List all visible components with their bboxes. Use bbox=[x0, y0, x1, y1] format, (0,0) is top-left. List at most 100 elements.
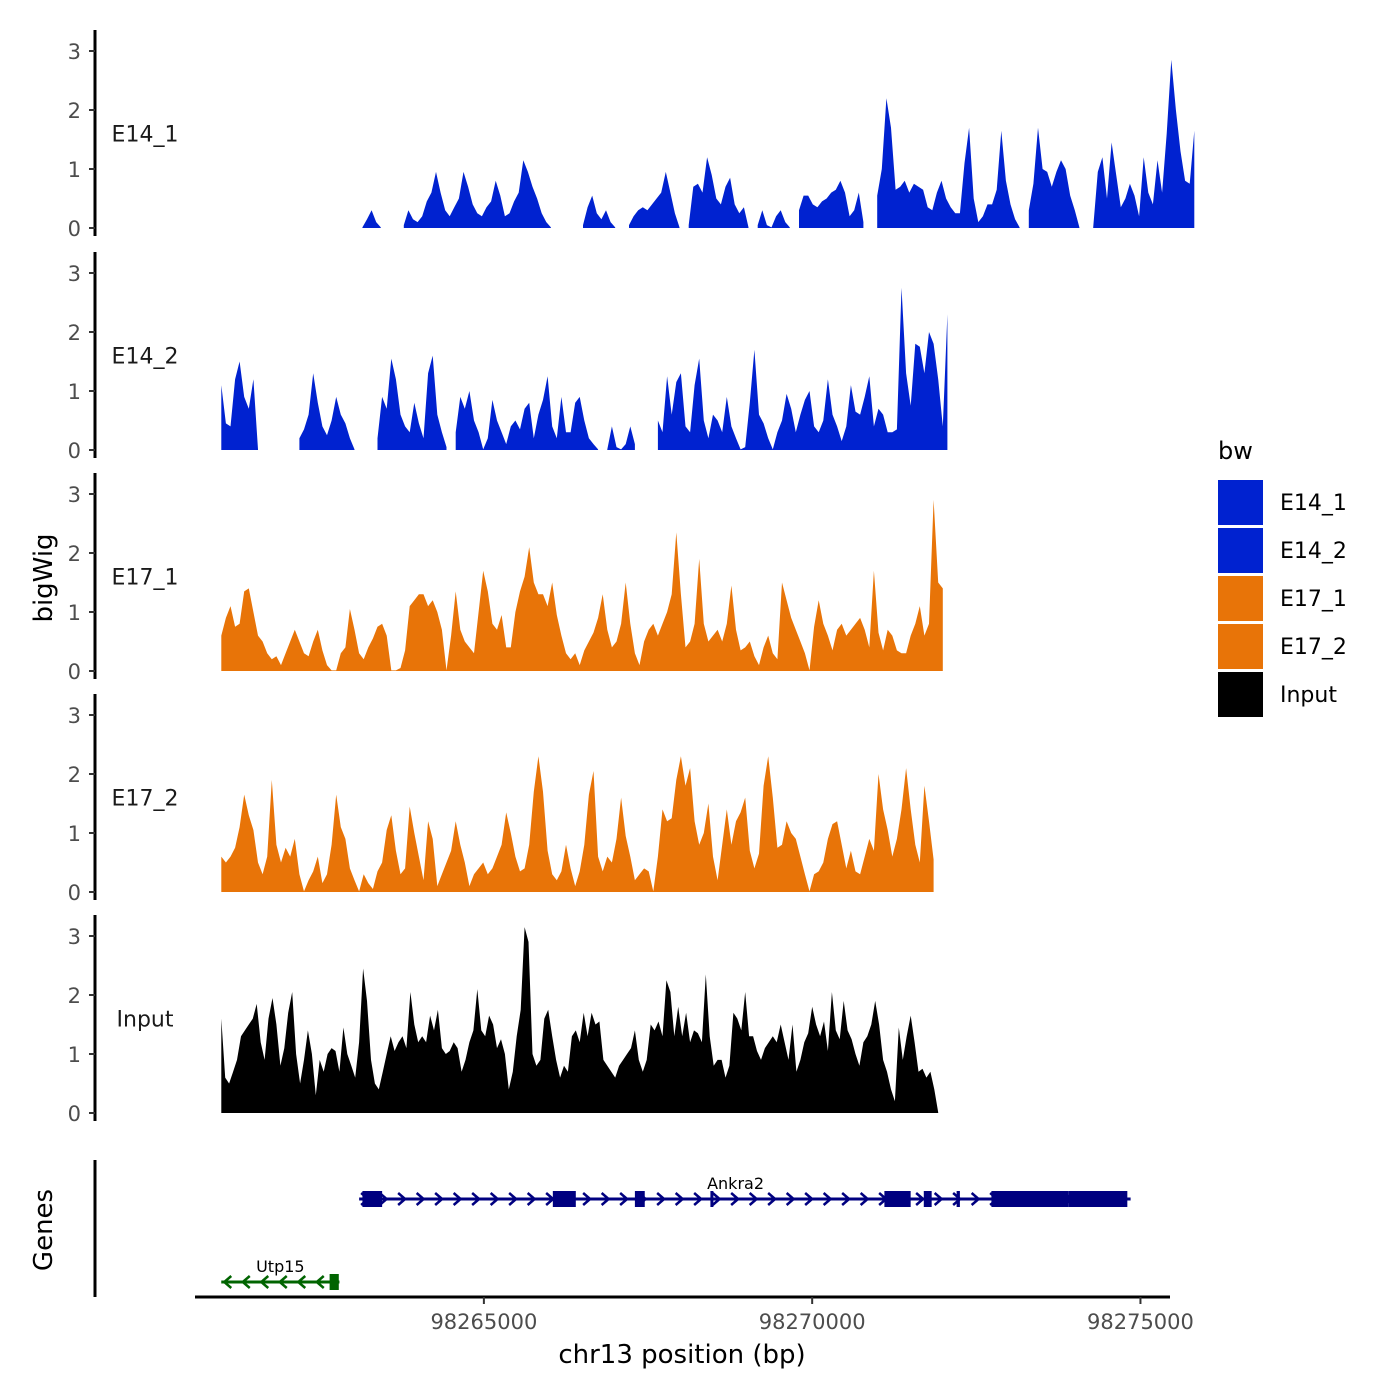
x-tick-label: 98275000 bbox=[1087, 1310, 1194, 1334]
legend-label: Input bbox=[1280, 683, 1337, 708]
gene-exon bbox=[552, 1191, 576, 1207]
track-label: E17_2 bbox=[112, 787, 179, 812]
strand-arrow bbox=[656, 1192, 667, 1206]
legend-entries: E14_1 E14_2 E17_1 E17_2 Input bbox=[1218, 480, 1347, 717]
legend-swatch bbox=[1218, 624, 1263, 669]
track-e14-1: 0 1 2 3 E14_1 bbox=[68, 30, 1195, 241]
coverage-area bbox=[1093, 59, 1195, 228]
coverage-area bbox=[583, 195, 616, 228]
y-tick-label: 2 bbox=[68, 99, 81, 123]
y-tick-label: 0 bbox=[68, 660, 81, 684]
coverage-area bbox=[362, 210, 381, 228]
y-tick-label: 3 bbox=[68, 40, 81, 64]
strand-arrow bbox=[452, 1192, 463, 1206]
strand-arrow bbox=[730, 1192, 741, 1206]
strand-arrow bbox=[415, 1192, 426, 1206]
gene-name-label: Ankra2 bbox=[707, 1174, 764, 1193]
track-e17-2: 0 1 2 3 E17_2 bbox=[68, 694, 934, 905]
coverage-area bbox=[629, 171, 680, 228]
genes-panel-title: Genes bbox=[29, 1189, 59, 1271]
strand-arrow bbox=[674, 1192, 685, 1206]
y-tick-label: 1 bbox=[68, 601, 81, 625]
strand-arrow bbox=[277, 1275, 288, 1289]
y-tick-label: 3 bbox=[68, 925, 81, 949]
x-tick-label: 98270000 bbox=[759, 1310, 866, 1334]
coverage-area bbox=[757, 210, 790, 228]
track-label: E14_2 bbox=[112, 345, 179, 370]
y-tick-label: 2 bbox=[68, 984, 81, 1008]
gene-exon bbox=[956, 1191, 960, 1207]
y-tick-label: 0 bbox=[68, 1102, 81, 1126]
strand-arrow bbox=[240, 1275, 251, 1289]
strand-arrow bbox=[933, 1192, 944, 1206]
strand-arrow bbox=[693, 1192, 704, 1206]
y-tick-label: 0 bbox=[68, 217, 81, 241]
strand-arrow bbox=[314, 1275, 325, 1289]
track-e17-1: 0 1 2 3 E17_1 bbox=[68, 473, 943, 684]
legend-label: E14_2 bbox=[1280, 539, 1347, 564]
legend-entry: E14_2 bbox=[1218, 528, 1347, 573]
gene-exon bbox=[991, 1191, 1069, 1207]
strand-arrow bbox=[748, 1192, 759, 1206]
x-axis: 98265000 98270000 98275000 chr13 position … bbox=[195, 1295, 1194, 1370]
gene-exon bbox=[710, 1191, 714, 1207]
y-axis-title: bigWig bbox=[29, 533, 59, 622]
strand-arrow bbox=[526, 1192, 537, 1206]
strand-arrow bbox=[296, 1275, 307, 1289]
strand-arrow bbox=[222, 1275, 233, 1289]
gene-exon bbox=[362, 1191, 383, 1207]
coverage-area bbox=[221, 361, 258, 450]
coverage-tracks: 0 1 2 3 E14_1 0 1 2 3 E14_2 0 1 2 3 E17_1 0 1 2 3 E17_2 0 1 2 3… bbox=[68, 30, 1195, 1126]
gene-exon bbox=[884, 1191, 911, 1207]
legend-label: E17_1 bbox=[1280, 587, 1347, 612]
track-label: E17_1 bbox=[112, 566, 179, 591]
legend-entry: E17_1 bbox=[1218, 576, 1347, 621]
strand-arrow bbox=[970, 1192, 981, 1206]
gene-utp15: Utp15 bbox=[221, 1257, 340, 1290]
y-tick-label: 3 bbox=[68, 262, 81, 286]
strand-arrow bbox=[434, 1192, 445, 1206]
gene-exon bbox=[1068, 1191, 1128, 1207]
track-label: E14_1 bbox=[112, 123, 179, 148]
strand-arrow bbox=[259, 1275, 270, 1289]
coverage-area bbox=[221, 499, 943, 671]
strand-arrow bbox=[841, 1192, 852, 1206]
strand-arrow bbox=[804, 1192, 815, 1206]
track-e14-2: 0 1 2 3 E14_2 bbox=[68, 252, 948, 463]
strand-arrow bbox=[582, 1192, 593, 1206]
coverage-area bbox=[403, 160, 551, 228]
strand-arrow bbox=[952, 1192, 963, 1206]
coverage-area bbox=[657, 287, 948, 450]
track-label: Input bbox=[117, 1008, 174, 1033]
gene-models: Ankra2 Utp15 bbox=[221, 1174, 1131, 1290]
coverage-area bbox=[221, 756, 934, 892]
strand-arrow bbox=[859, 1192, 870, 1206]
x-axis-ticks: 98265000 98270000 98275000 bbox=[430, 1297, 1194, 1334]
coverage-area bbox=[688, 157, 749, 228]
y-tick-label: 1 bbox=[68, 380, 81, 404]
gene-exon bbox=[634, 1191, 645, 1207]
y-tick-label: 3 bbox=[68, 704, 81, 728]
strand-arrow bbox=[508, 1192, 519, 1206]
strand-arrow bbox=[711, 1192, 722, 1206]
legend-title: bw bbox=[1218, 437, 1253, 465]
strand-arrow bbox=[471, 1192, 482, 1206]
legend-entry: E14_1 bbox=[1218, 480, 1347, 525]
y-tick-label: 1 bbox=[68, 822, 81, 846]
coverage-area bbox=[607, 426, 635, 450]
strand-arrow bbox=[767, 1192, 778, 1206]
legend: bw E14_1 E14_2 E17_1 E17_2 Input bbox=[1218, 437, 1347, 717]
gene-exon bbox=[329, 1274, 339, 1290]
legend-swatch bbox=[1218, 528, 1263, 573]
legend-entry: E17_2 bbox=[1218, 624, 1347, 669]
coverage-area bbox=[877, 98, 1020, 228]
coverage-area bbox=[455, 376, 599, 450]
track-input: 0 1 2 3 Input bbox=[68, 915, 939, 1126]
legend-swatch bbox=[1218, 480, 1263, 525]
gene-ankra2: Ankra2 bbox=[359, 1174, 1131, 1207]
coverage-area bbox=[377, 355, 447, 450]
strand-arrow bbox=[822, 1192, 833, 1206]
y-tick-label: 2 bbox=[68, 321, 81, 345]
legend-label: E17_2 bbox=[1280, 635, 1347, 660]
